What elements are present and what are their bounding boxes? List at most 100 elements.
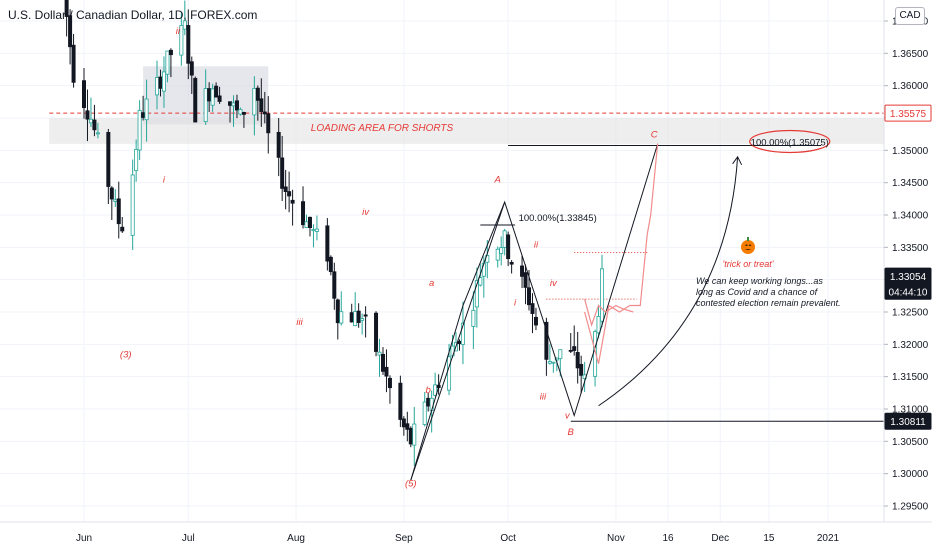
candle-body <box>241 112 246 115</box>
price-tick-label: 1.35000 <box>892 146 929 157</box>
candle-body <box>120 226 125 232</box>
candle-body <box>106 132 111 187</box>
time-tick-label: Jul <box>182 533 195 544</box>
price-tick-label: 1.30000 <box>892 469 929 480</box>
time-tick-label: Nov <box>607 533 625 544</box>
candle-body <box>92 119 97 131</box>
curved-arrow[interactable] <box>598 156 739 407</box>
candle-body <box>422 401 427 425</box>
wave-label: i <box>163 175 166 186</box>
candle-body <box>474 280 479 308</box>
candle-body <box>374 312 379 352</box>
price-label-text: 04:44:10 <box>889 287 928 298</box>
candle-body <box>64 0 69 17</box>
drawing-tools[interactable]: 100.00%(1.35075) 100.00%(1.33845) <box>410 129 831 481</box>
candle-body <box>530 303 535 314</box>
projection-path[interactable] <box>584 143 659 364</box>
candle-body <box>380 353 385 372</box>
candle-body <box>259 98 264 112</box>
candle-body <box>360 318 365 321</box>
wave-ac-line[interactable] <box>410 201 506 481</box>
loading-area-label: LOADING AREA FOR SHORTS <box>311 123 454 134</box>
candle-body <box>314 228 319 232</box>
candle-body <box>266 113 271 134</box>
price-tick-label: 1.36500 <box>892 49 929 60</box>
price-label-box <box>884 412 932 430</box>
fib-target-circle <box>749 129 831 154</box>
candle-body <box>426 397 431 407</box>
candle-body <box>116 198 121 225</box>
wave-label: ii <box>534 239 539 250</box>
candle-body <box>144 98 149 121</box>
candle-body <box>262 111 267 115</box>
candle-body <box>161 71 166 92</box>
candle-body <box>533 316 538 326</box>
wave-label: C <box>651 129 658 140</box>
candle-body <box>301 201 306 226</box>
price-tick-label: 1.30500 <box>892 437 929 448</box>
candle-body <box>109 187 114 200</box>
candle-body <box>568 349 573 352</box>
candle-body <box>349 312 354 323</box>
candle-body <box>332 271 337 299</box>
wave-label: (3) <box>120 349 132 360</box>
candle-body <box>283 186 288 192</box>
candle-body <box>234 100 239 111</box>
candle-body <box>363 314 368 317</box>
candle-body <box>401 418 406 428</box>
candle-body <box>203 88 208 123</box>
candle-body <box>575 352 580 369</box>
candlestick-series <box>64 0 605 467</box>
candle-body <box>339 311 344 324</box>
candle-body <box>405 423 410 430</box>
candle-body <box>551 361 556 364</box>
fib-level-label: 100.00%(1.33845) <box>519 213 597 224</box>
candle-body <box>495 248 500 261</box>
candle-body <box>387 377 392 389</box>
candle-body <box>179 25 184 56</box>
price-tick-label: 1.34500 <box>892 178 929 189</box>
candle-body <box>217 95 222 102</box>
candle-body <box>523 272 528 288</box>
wave-label: b <box>426 385 431 396</box>
candle-body <box>238 108 243 115</box>
chart-grid <box>0 0 884 522</box>
candle-body <box>356 310 361 323</box>
candle-body <box>252 88 257 116</box>
time-tick-label: Jun <box>76 533 92 544</box>
candle-body <box>506 234 511 260</box>
currency-button[interactable]: CAD <box>895 7 925 25</box>
candle-body <box>155 77 160 96</box>
candle-body <box>509 261 514 265</box>
candle-body <box>325 225 330 262</box>
price-label-box <box>884 282 932 300</box>
symbol-title[interactable]: U.S. Dollar / Canadian Dollar, 1D, FOREX… <box>8 8 258 22</box>
candle-body <box>499 247 504 254</box>
time-tick-label: Dec <box>711 533 729 544</box>
candle-body <box>460 322 465 345</box>
candle-body <box>207 88 212 102</box>
candle-body <box>547 361 552 364</box>
candle-body <box>478 277 483 286</box>
annotation-line: long as Covid and a chance of <box>696 287 819 297</box>
pumpkin-stem <box>747 237 749 241</box>
pumpkin-icon <box>741 240 755 254</box>
candle-body <box>95 132 100 135</box>
candle-body <box>544 321 549 360</box>
projection-sub-path[interactable] <box>584 298 634 327</box>
time-tick-label: 15 <box>763 533 775 544</box>
candle-body <box>353 311 358 326</box>
candle-body <box>311 229 316 232</box>
price-label-text: 1.33054 <box>890 272 927 283</box>
candle-body <box>527 287 532 306</box>
candle-body <box>141 112 146 118</box>
wave-label: iv <box>362 207 370 218</box>
candle-body <box>276 131 281 158</box>
fib-target-label: 100.00%(1.35075) <box>751 137 829 148</box>
candle-body <box>572 346 577 351</box>
price-tick-label: 1.32500 <box>892 308 929 319</box>
candle-body <box>210 88 215 106</box>
